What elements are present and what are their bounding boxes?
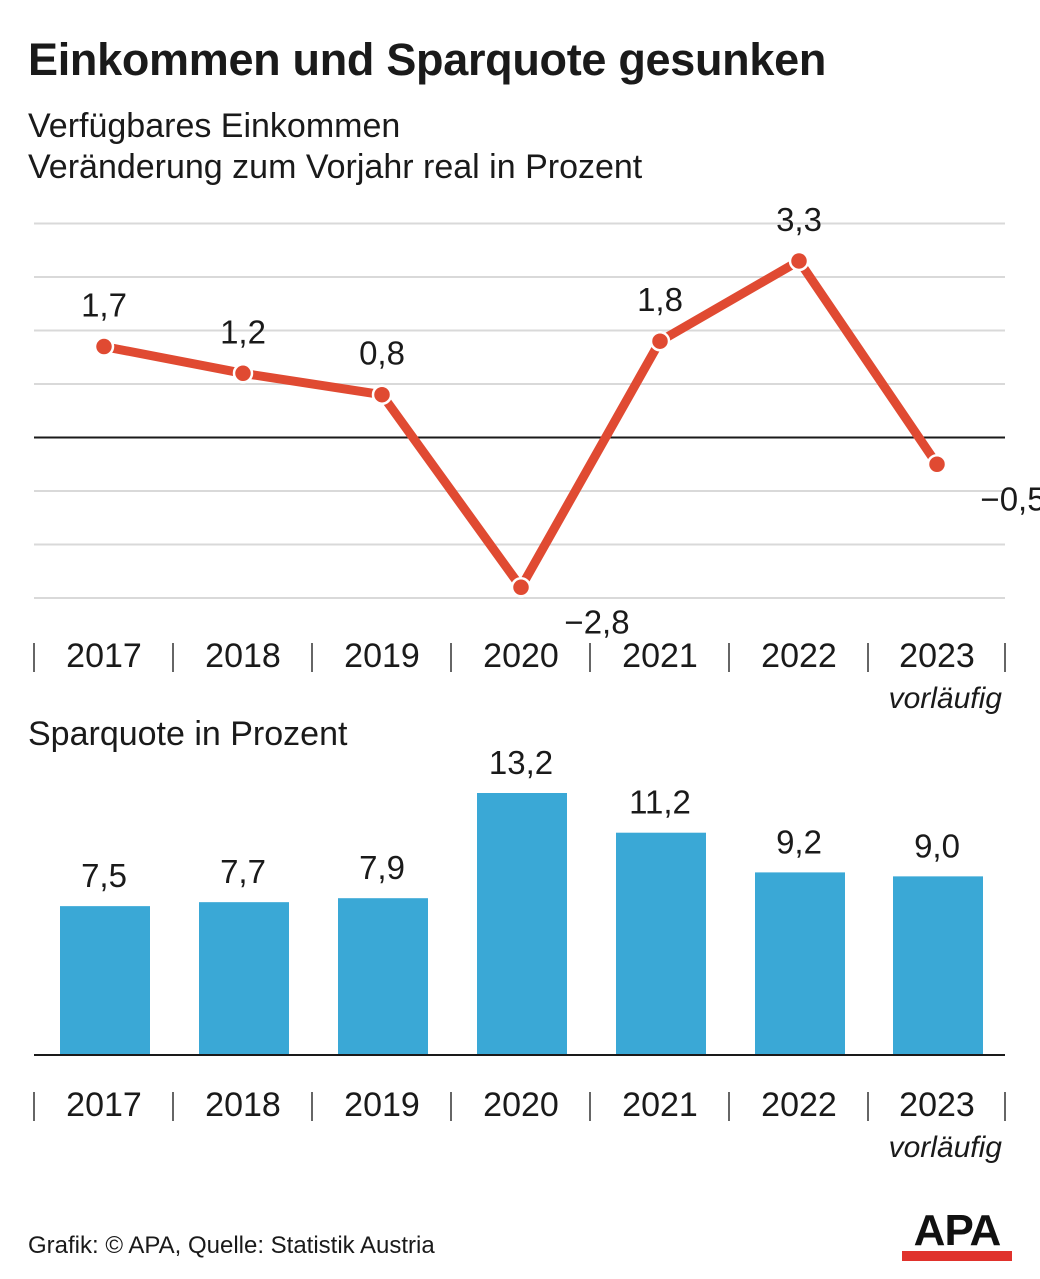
bar-label: 9,2 <box>776 823 822 860</box>
x-tick-label: 2020 <box>483 637 559 675</box>
income-line-chart: 1,7 1,2 0,8 −2,8 1,8 3,3 −0,5 2017 2018 2019 2020 2… <box>33 201 1040 715</box>
bar-chart-title: Sparquote in Prozent <box>28 715 348 753</box>
bar-label: 7,9 <box>359 849 405 886</box>
x-tick-label: 2019 <box>344 1086 420 1124</box>
x-tick-label: 2017 <box>66 1086 142 1124</box>
apa-logo: APA <box>902 1206 1012 1261</box>
data-label: 3,3 <box>776 201 822 238</box>
savings-bar <box>755 872 845 1055</box>
data-point <box>788 250 810 272</box>
savings-bar <box>893 876 983 1055</box>
data-label: 0,8 <box>359 335 405 372</box>
data-label: −0,5 <box>980 480 1040 517</box>
svg-text:APA: APA <box>914 1206 1001 1255</box>
x-tick-label: 2023 <box>899 1086 975 1124</box>
source-footer: Grafik: © APA, Quelle: Statistik Austria <box>28 1232 435 1259</box>
savings-bar <box>60 906 150 1055</box>
bar-label: 7,5 <box>81 857 127 894</box>
x-tick-label: 2021 <box>622 637 698 675</box>
data-point <box>93 336 115 357</box>
bar-label: 9,0 <box>914 827 960 864</box>
x-tick-label: 2018 <box>205 1086 281 1124</box>
data-point <box>371 384 393 405</box>
x-tick-label: 2022 <box>761 1086 837 1124</box>
data-point <box>232 363 254 384</box>
category-note: vorläufig <box>889 1131 1003 1164</box>
x-tick-label: 2019 <box>344 637 420 675</box>
line-chart-subtitle: Veränderung zum Vorjahr real in Prozent <box>28 148 643 186</box>
category-note: vorläufig <box>889 682 1003 715</box>
data-label: 1,8 <box>637 281 683 318</box>
savings-bar <box>616 832 706 1055</box>
line-chart-title: Verfügbares Einkommen <box>28 107 401 145</box>
savings-bar-chart: 7,5 7,7 7,9 13,2 11,2 9,2 9,0 2017 2018 2019 2020 2… <box>33 744 1006 1164</box>
x-tick-label: 2023 <box>899 637 975 675</box>
data-point <box>649 330 671 352</box>
savings-bar <box>477 793 567 1055</box>
x-tick-label: 2022 <box>761 637 837 675</box>
bar-label: 13,2 <box>489 744 553 781</box>
chart-title: Einkommen und Sparquote gesunken <box>28 34 827 85</box>
x-tick-label: 2018 <box>205 637 281 675</box>
data-label: 1,7 <box>81 287 127 324</box>
x-tick-label: 2021 <box>622 1086 698 1124</box>
x-tick-label: 2017 <box>66 637 142 675</box>
x-tick-label: 2020 <box>483 1086 559 1124</box>
savings-bar <box>199 902 289 1055</box>
data-point <box>926 454 948 475</box>
data-label: −2,8 <box>564 603 629 640</box>
savings-bar <box>338 898 428 1055</box>
bar-label: 7,7 <box>220 853 266 890</box>
data-point <box>510 577 532 598</box>
data-label: 1,2 <box>220 313 266 350</box>
bar-label: 11,2 <box>629 784 691 821</box>
